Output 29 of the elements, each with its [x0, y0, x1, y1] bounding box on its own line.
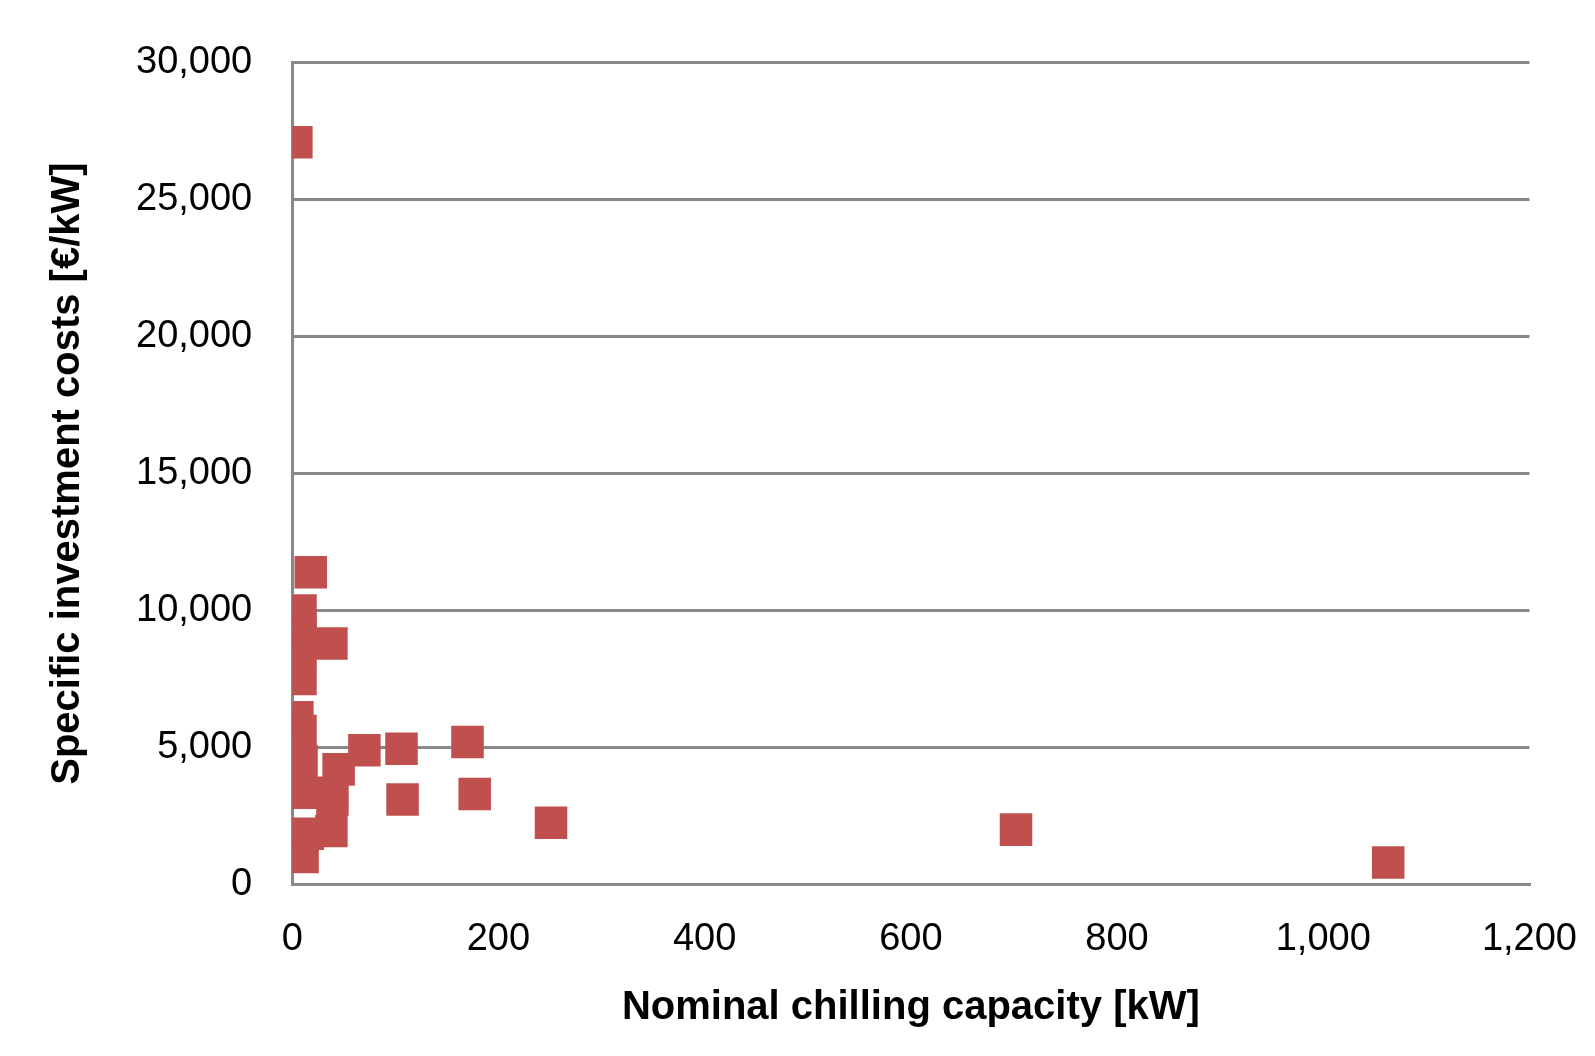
point: [999, 813, 1033, 846]
point: [1371, 846, 1405, 879]
x-tick-label: 1,200: [1481, 915, 1577, 958]
y-axis-title: Specific investment costs [€/kW]: [43, 162, 88, 785]
y-tick-label: 20,000: [135, 313, 253, 356]
x-tick-label: 600: [879, 915, 943, 958]
x-tick-label: 1,000: [1275, 915, 1371, 958]
y-tick-label: 25,000: [135, 176, 253, 219]
y-tick-label: 30,000: [135, 39, 253, 82]
point: [292, 817, 324, 850]
point: [458, 777, 491, 811]
x-tick-label: 800: [1085, 915, 1149, 958]
point: [315, 627, 348, 660]
y-tick-label: 10,000: [135, 587, 253, 630]
point: [386, 783, 419, 816]
x-tick-label: 200: [466, 915, 531, 958]
y-tick-label: 5,000: [157, 723, 253, 766]
y-tick-label: 15,000: [135, 450, 253, 493]
x-tick-label: 0: [281, 915, 303, 958]
x-tick-label: 400: [672, 915, 737, 958]
point: [348, 733, 381, 767]
point: [534, 806, 568, 840]
x-axis-title: Nominal chilling capacity [kW]: [621, 983, 1200, 1028]
point: [316, 783, 349, 816]
point: [322, 753, 355, 786]
point: [385, 732, 418, 766]
point: [294, 555, 328, 589]
point: [451, 725, 484, 759]
y-tick-label: 0: [231, 860, 253, 903]
